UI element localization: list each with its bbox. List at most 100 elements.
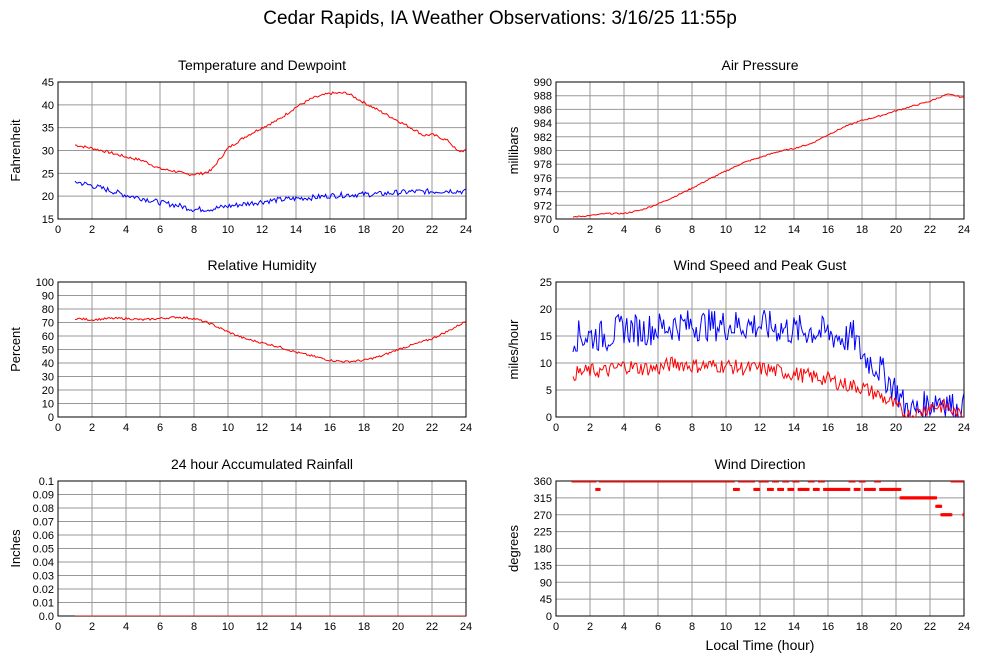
y-tick-label: 5 bbox=[546, 385, 552, 397]
y-tick-label: 90 bbox=[540, 577, 552, 589]
data-point bbox=[757, 487, 761, 491]
y-tick-label: 30 bbox=[42, 146, 54, 158]
x-tick-label: 0 bbox=[553, 621, 559, 633]
x-tick-label: 0 bbox=[553, 224, 559, 236]
series-line-1 bbox=[74, 180, 466, 213]
x-tick-label: 18 bbox=[856, 422, 868, 434]
x-tick-label: 14 bbox=[290, 621, 302, 633]
y-tick-label: 978 bbox=[534, 159, 552, 171]
y-tick-label: 20 bbox=[42, 191, 54, 203]
data-point bbox=[872, 487, 876, 491]
y-tick-label: 40 bbox=[42, 358, 54, 370]
x-tick-label: 22 bbox=[426, 224, 438, 236]
plot-frame bbox=[57, 281, 467, 418]
data-point bbox=[949, 513, 953, 517]
x-axis-label: Local Time (hour) bbox=[706, 637, 815, 653]
chart-title: Wind Speed and Peak Gust bbox=[674, 257, 847, 273]
x-tick-label: 24 bbox=[460, 422, 472, 434]
y-tick-label: 20 bbox=[540, 304, 552, 316]
data-point bbox=[847, 487, 851, 491]
x-tick-label: 10 bbox=[222, 224, 234, 236]
x-tick-label: 4 bbox=[123, 621, 129, 633]
y-tick-label: 80 bbox=[42, 304, 54, 316]
y-tick-label: 984 bbox=[534, 118, 552, 130]
x-tick-label: 12 bbox=[256, 224, 268, 236]
data-point bbox=[765, 481, 769, 483]
y-tick-label: 0.06 bbox=[33, 530, 54, 542]
x-tick-label: 6 bbox=[157, 422, 163, 434]
series-0 bbox=[571, 481, 964, 517]
data-point bbox=[811, 481, 815, 483]
x-tick-label: 16 bbox=[822, 621, 834, 633]
plot-frame bbox=[555, 81, 965, 220]
y-tick-label: 35 bbox=[42, 123, 54, 135]
x-tick-label: 8 bbox=[689, 224, 695, 236]
y-tick-label: 980 bbox=[534, 146, 552, 158]
x-tick-label: 6 bbox=[157, 621, 163, 633]
plot-frame bbox=[57, 81, 467, 220]
y-axis-label: millibars bbox=[506, 126, 521, 174]
series-line-0 bbox=[572, 93, 964, 218]
y-tick-label: 976 bbox=[534, 173, 552, 185]
data-point bbox=[877, 481, 881, 483]
x-tick-label: 10 bbox=[720, 621, 732, 633]
series-line-0 bbox=[572, 309, 964, 417]
data-point bbox=[857, 487, 861, 491]
x-tick-label: 6 bbox=[655, 621, 661, 633]
x-tick-label: 2 bbox=[89, 422, 95, 434]
x-tick-label: 14 bbox=[788, 224, 800, 236]
x-tick-label: 12 bbox=[754, 422, 766, 434]
x-tick-label: 0 bbox=[55, 422, 61, 434]
chart-title: Wind Direction bbox=[714, 456, 805, 472]
x-tick-label: 8 bbox=[191, 621, 197, 633]
x-tick-label: 20 bbox=[392, 621, 404, 633]
y-axis-label: Inches bbox=[8, 529, 23, 568]
x-tick-label: 24 bbox=[460, 621, 472, 633]
data-point bbox=[775, 481, 779, 483]
y-tick-label: 40 bbox=[42, 100, 54, 112]
data-point bbox=[960, 481, 964, 483]
x-tick-label: 24 bbox=[958, 224, 970, 236]
x-tick-label: 22 bbox=[426, 621, 438, 633]
y-axis-label: Percent bbox=[8, 327, 23, 372]
data-point bbox=[758, 481, 762, 483]
x-tick-label: 10 bbox=[720, 422, 732, 434]
y-tick-label: 45 bbox=[540, 594, 552, 606]
y-tick-label: 972 bbox=[534, 200, 552, 212]
x-tick-label: 4 bbox=[123, 224, 129, 236]
chart-title: 24 hour Accumulated Rainfall bbox=[171, 456, 353, 472]
data-point bbox=[796, 481, 800, 483]
x-tick-label: 2 bbox=[89, 621, 95, 633]
chart-relative-humidity: 0 2 4 6 8 10 12 14 16 18 20 22 240102030405060708090… bbox=[8, 257, 472, 434]
data-point bbox=[962, 513, 964, 517]
x-tick-label: 0 bbox=[55, 224, 61, 236]
x-tick-label: 8 bbox=[191, 224, 197, 236]
y-tick-label: 0.02 bbox=[33, 584, 54, 596]
x-tick-label: 10 bbox=[222, 621, 234, 633]
x-tick-label: 2 bbox=[587, 224, 593, 236]
y-tick-label: 0.08 bbox=[33, 503, 54, 515]
x-tick-label: 10 bbox=[720, 224, 732, 236]
y-tick-label: 10 bbox=[42, 399, 54, 411]
y-tick-label: 70 bbox=[42, 318, 54, 330]
data-point bbox=[752, 481, 756, 483]
data-point bbox=[816, 487, 820, 491]
x-tick-label: 24 bbox=[958, 422, 970, 434]
y-tick-label: 135 bbox=[534, 560, 552, 572]
y-tick-label: 986 bbox=[534, 104, 552, 116]
data-point bbox=[593, 481, 597, 483]
x-tick-label: 16 bbox=[822, 224, 834, 236]
chart-title: Temperature and Dewpoint bbox=[178, 57, 346, 73]
data-point bbox=[731, 481, 735, 483]
y-tick-label: 100 bbox=[36, 277, 54, 289]
data-point bbox=[781, 487, 785, 491]
y-tick-label: 0 bbox=[48, 412, 54, 424]
x-tick-label: 22 bbox=[924, 224, 936, 236]
x-tick-label: 12 bbox=[754, 621, 766, 633]
series-line-1 bbox=[572, 356, 964, 417]
data-point bbox=[736, 487, 740, 491]
chart-rainfall-24h: 0 2 4 6 8 10 12 14 16 18 20 22 240.00.010.020.030.04… bbox=[8, 456, 472, 633]
data-point bbox=[934, 496, 938, 500]
chart-temperature-dewpoint: 0 2 4 6 8 10 12 14 16 18 20 22 2415202530354045Tempe… bbox=[8, 57, 472, 236]
